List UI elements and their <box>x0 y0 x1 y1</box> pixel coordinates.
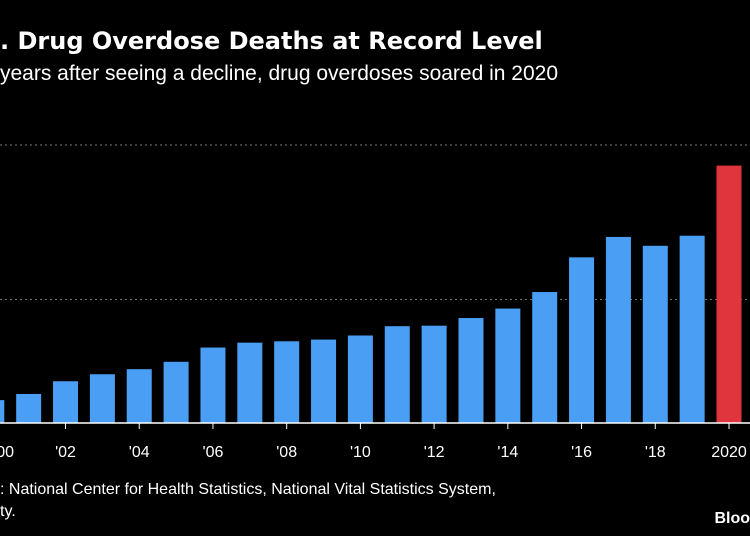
bar-2006 <box>200 347 226 423</box>
tick-label-2000: 00 <box>0 444 14 461</box>
tick-label-2004: '04 <box>129 444 150 461</box>
tick-label-2016: '16 <box>571 444 592 461</box>
source-note: : National Center for Health Statistics,… <box>0 479 496 523</box>
bars <box>0 165 742 423</box>
chart-subtitle: years after seeing a decline, drug overd… <box>0 62 559 85</box>
bar-2007 <box>237 342 263 423</box>
bar-2005 <box>163 361 189 423</box>
x-axis-ticks: 00 '02 '04 '06 '08 '10 '12 '14 '16 '18 2020 <box>0 423 747 461</box>
bar-2009 <box>311 339 337 423</box>
tick-label-2020: 2020 <box>711 444 747 461</box>
bar-2019 <box>679 235 705 423</box>
source-line-1: : National Center for Health Statistics,… <box>0 481 496 498</box>
bar-2018 <box>642 245 668 423</box>
bar-2010 <box>347 335 373 423</box>
bar-2014 <box>495 308 521 423</box>
bar-2011 <box>384 326 410 423</box>
tick-label-2014: '14 <box>497 444 518 461</box>
bar-2017 <box>605 236 631 423</box>
tick-label-2018: '18 <box>645 444 666 461</box>
bar-2001 <box>16 393 42 423</box>
gridlines <box>0 144 750 300</box>
tick-label-2002: '02 <box>55 444 76 461</box>
bar-2004 <box>126 369 152 423</box>
bar-2020 <box>716 165 742 423</box>
brand-logo-text: Bloo <box>714 510 750 527</box>
tick-label-2008: '08 <box>276 444 297 461</box>
bar-2002 <box>53 381 79 423</box>
tick-label-2012: '12 <box>424 444 445 461</box>
tick-label-2010: '10 <box>350 444 371 461</box>
source-line-2: ty. <box>0 503 16 520</box>
bar-2003 <box>89 374 115 423</box>
bar-2013 <box>458 318 484 423</box>
bar-2012 <box>421 325 447 423</box>
chart-title: . Drug Overdose Deaths at Record Level <box>0 27 543 55</box>
bar-2008 <box>274 341 300 423</box>
bar-2000 <box>0 400 5 423</box>
bar-2016 <box>569 257 595 423</box>
bar-2015 <box>532 292 558 423</box>
bar-chart: 00 '02 '04 '06 '08 '10 '12 '14 '16 '18 2020 <box>0 144 750 461</box>
tick-label-2006: '06 <box>203 444 224 461</box>
